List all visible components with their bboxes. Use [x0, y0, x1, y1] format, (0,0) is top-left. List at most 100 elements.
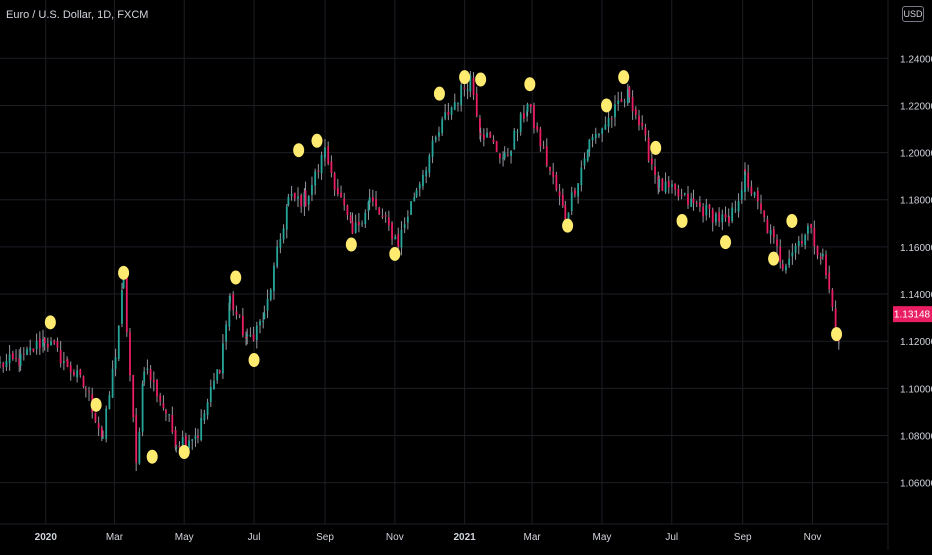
candle-body	[129, 332, 131, 376]
candle-body	[457, 102, 459, 104]
candle-body	[816, 246, 819, 256]
x-tick-label: Nov	[804, 532, 822, 543]
candle-body	[747, 172, 750, 188]
candle-body	[340, 192, 342, 198]
candle-body	[200, 418, 203, 440]
candle-body	[400, 229, 403, 248]
candle-body	[444, 112, 447, 119]
y-tick-label: 1.22000	[900, 101, 932, 112]
candle-body	[343, 198, 346, 205]
marker-dot	[433, 86, 445, 101]
candle-body	[266, 298, 269, 311]
candle-body	[381, 215, 384, 217]
candle-body	[32, 348, 35, 352]
marker-dot	[311, 133, 323, 148]
candle-body	[336, 187, 339, 195]
candle-body	[831, 289, 834, 308]
candle-body	[76, 370, 79, 378]
candle-body	[495, 140, 498, 152]
candle-body	[314, 171, 317, 186]
y-tick-label: 1.12000	[900, 337, 932, 348]
candle-body	[797, 240, 800, 247]
x-tick-label: May	[592, 532, 611, 543]
candle-body	[228, 302, 231, 327]
candle-body	[570, 192, 573, 212]
candle-body	[574, 190, 576, 195]
marker-dot	[768, 251, 780, 266]
candle-body	[567, 212, 570, 220]
candle-body	[631, 96, 634, 112]
candle-body	[577, 183, 580, 197]
candle-body	[828, 273, 831, 290]
y-tick-label: 1.06000	[900, 479, 932, 490]
marker-dot	[601, 98, 613, 113]
candle-body	[246, 334, 249, 337]
candle-body	[634, 109, 637, 116]
candle-body	[513, 130, 516, 150]
candle-body	[740, 190, 743, 200]
candle-body	[785, 265, 787, 271]
candle-body	[460, 85, 463, 106]
candle-body	[287, 196, 290, 206]
y-tick-label: 1.14000	[900, 290, 932, 301]
candle-body	[181, 437, 184, 447]
candle-body	[19, 353, 22, 366]
candle-body	[750, 186, 753, 194]
candle-body	[168, 414, 171, 416]
candle-body	[698, 202, 701, 207]
candle-body	[628, 87, 631, 98]
candle-body	[69, 365, 72, 373]
candle-body	[191, 439, 194, 441]
candle-body	[825, 254, 827, 276]
candle-body	[178, 445, 181, 448]
candle-body	[807, 225, 809, 234]
markers	[44, 70, 843, 464]
candle-body	[516, 131, 519, 133]
candle-body	[586, 150, 589, 161]
candle-body	[59, 349, 62, 364]
candle-body	[311, 184, 313, 195]
candle-body	[644, 127, 647, 136]
candle-body	[143, 371, 146, 383]
candle-body	[422, 174, 424, 187]
candle-body	[391, 223, 393, 240]
marker-dot	[44, 315, 56, 330]
candle-body	[804, 234, 807, 246]
y-tick-label: 1.16000	[900, 243, 932, 254]
candle-body	[744, 169, 746, 172]
candle-body	[378, 207, 381, 215]
price-axis[interactable]: 1.24000 1.22000 1.20000 1.18000 1.16000 1.140…	[900, 54, 932, 489]
candle-body	[731, 207, 734, 221]
candle-body	[171, 415, 174, 433]
candle-body	[333, 173, 336, 190]
candle-body	[53, 340, 56, 344]
candle-body	[650, 158, 653, 165]
candle-body	[218, 370, 221, 373]
candle-body	[259, 321, 261, 326]
candle-body	[245, 336, 247, 339]
candle-body	[674, 183, 677, 190]
candle-body	[371, 197, 374, 202]
candle-body	[406, 216, 409, 223]
candle-body	[111, 368, 114, 398]
candle-body	[225, 324, 228, 342]
candle-body	[152, 380, 155, 383]
last-price-label: 1.13148	[893, 306, 932, 323]
x-tick-label: May	[175, 532, 194, 543]
marker-dot	[178, 444, 190, 459]
candle-body	[307, 196, 310, 205]
candle-body	[11, 352, 14, 359]
candle-body	[519, 113, 522, 132]
candle-body	[146, 368, 149, 370]
candle-body	[558, 191, 561, 197]
candle-body	[50, 341, 52, 346]
candle-body	[241, 315, 244, 336]
candle-body	[108, 395, 111, 409]
candle-body	[165, 410, 167, 414]
currency-button[interactable]: USD	[902, 6, 924, 22]
candle-body	[293, 192, 296, 199]
candle-body	[188, 440, 190, 449]
time-axis[interactable]: 2020 Mar May Jul Sep Nov 2021 Mar May Jul Sep Nov	[35, 532, 822, 543]
